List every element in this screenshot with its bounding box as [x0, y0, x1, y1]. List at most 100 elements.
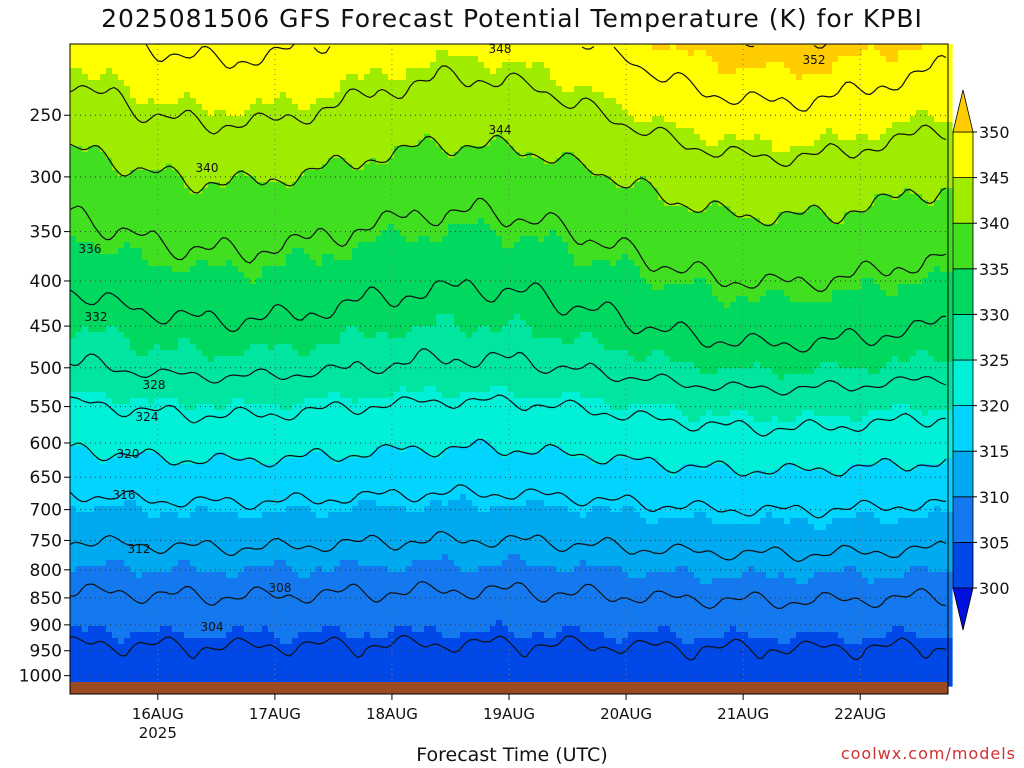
heatmap-cell: [748, 86, 755, 93]
heatmap-cell: [316, 56, 323, 63]
heatmap-cell: [178, 158, 185, 165]
heatmap-cell: [928, 176, 935, 183]
heatmap-cell: [766, 212, 773, 219]
heatmap-cell: [730, 206, 737, 213]
heatmap-cell: [340, 158, 347, 165]
heatmap-cell: [130, 230, 137, 237]
heatmap-cell: [946, 164, 953, 171]
heatmap-cell: [286, 206, 293, 213]
heatmap-cell: [142, 164, 149, 171]
heatmap-cell: [532, 212, 539, 219]
heatmap-cell: [388, 236, 395, 243]
heatmap-cell: [112, 224, 119, 231]
heatmap-cell: [580, 50, 587, 57]
heatmap-cell: [862, 158, 869, 165]
heatmap-cell: [250, 164, 257, 171]
heatmap-cell: [526, 128, 533, 135]
heatmap-cell: [538, 116, 545, 123]
heatmap-cell: [514, 146, 521, 153]
heatmap-cell: [226, 158, 233, 165]
heatmap-cell: [382, 206, 389, 213]
heatmap-cell: [778, 182, 785, 189]
heatmap-cell: [94, 80, 101, 87]
heatmap-cell: [466, 182, 473, 189]
heatmap-cell: [520, 80, 527, 87]
heatmap-cell: [502, 152, 509, 159]
heatmap-cell: [760, 80, 767, 87]
heatmap-cell: [592, 98, 599, 105]
heatmap-cell: [274, 230, 281, 237]
heatmap-cell: [940, 164, 947, 171]
heatmap-cell: [616, 152, 623, 159]
heatmap-cell: [622, 164, 629, 171]
heatmap-cell: [706, 68, 713, 75]
heatmap-cell: [448, 182, 455, 189]
heatmap-cell: [256, 80, 263, 87]
heatmap-cell: [394, 188, 401, 195]
heatmap-cell: [112, 242, 119, 249]
heatmap-cell: [412, 176, 419, 183]
heatmap-cell: [796, 146, 803, 153]
heatmap-cell: [616, 224, 623, 231]
heatmap-cell: [682, 62, 689, 69]
heatmap-cell: [214, 92, 221, 99]
heatmap-cell: [502, 44, 509, 51]
heatmap-cell: [346, 140, 353, 147]
heatmap-cell: [682, 206, 689, 213]
heatmap-cell: [358, 152, 365, 159]
heatmap-cell: [640, 158, 647, 165]
heatmap-cell: [838, 176, 845, 183]
heatmap-cell: [460, 200, 467, 207]
heatmap-cell: [928, 188, 935, 195]
heatmap-cell: [718, 62, 725, 69]
heatmap-cell: [136, 188, 143, 195]
heatmap-cell: [694, 56, 701, 63]
heatmap-cell: [466, 188, 473, 195]
heatmap-cell: [328, 218, 335, 225]
heatmap-cell: [580, 218, 587, 225]
heatmap-cell: [358, 200, 365, 207]
heatmap-cell: [124, 62, 131, 69]
heatmap-cell: [334, 206, 341, 213]
heatmap-cell: [580, 212, 587, 219]
heatmap-cell: [154, 110, 161, 117]
heatmap-cell: [130, 152, 137, 159]
heatmap-cell: [916, 92, 923, 99]
heatmap-cell: [412, 50, 419, 57]
heatmap-cell: [166, 98, 173, 105]
heatmap-cell: [466, 116, 473, 123]
heatmap-cell: [826, 218, 833, 225]
heatmap-cell: [688, 50, 695, 57]
heatmap-cell: [358, 224, 365, 231]
heatmap-cell: [94, 158, 101, 165]
heatmap-cell: [598, 194, 605, 201]
heatmap-cell: [862, 200, 869, 207]
heatmap-cell: [274, 212, 281, 219]
heatmap-cell: [184, 86, 191, 93]
heatmap-cell: [790, 116, 797, 123]
heatmap-cell: [532, 164, 539, 171]
heatmap-cell: [754, 140, 761, 147]
heatmap-cell: [454, 68, 461, 75]
heatmap-cell: [274, 50, 281, 57]
heatmap-cell: [454, 146, 461, 153]
heatmap-cell: [232, 146, 239, 153]
heatmap-cell: [382, 200, 389, 207]
heatmap-cell: [742, 134, 749, 141]
heatmap-cell: [136, 242, 143, 249]
heatmap-cell: [700, 122, 707, 129]
heatmap-cell: [472, 68, 479, 75]
heatmap-cell: [778, 158, 785, 165]
heatmap-cell: [928, 218, 935, 225]
heatmap-cell: [772, 104, 779, 111]
heatmap-cell: [364, 206, 371, 213]
heatmap-cell: [214, 188, 221, 195]
heatmap-cell: [316, 164, 323, 171]
heatmap-cell: [700, 68, 707, 75]
heatmap-cell: [856, 194, 863, 201]
heatmap-cell: [688, 230, 695, 237]
heatmap-cell: [574, 92, 581, 99]
heatmap-cell: [220, 134, 227, 141]
heatmap-cell: [178, 104, 185, 111]
x-axis-title: Forecast Time (UTC): [416, 744, 608, 766]
